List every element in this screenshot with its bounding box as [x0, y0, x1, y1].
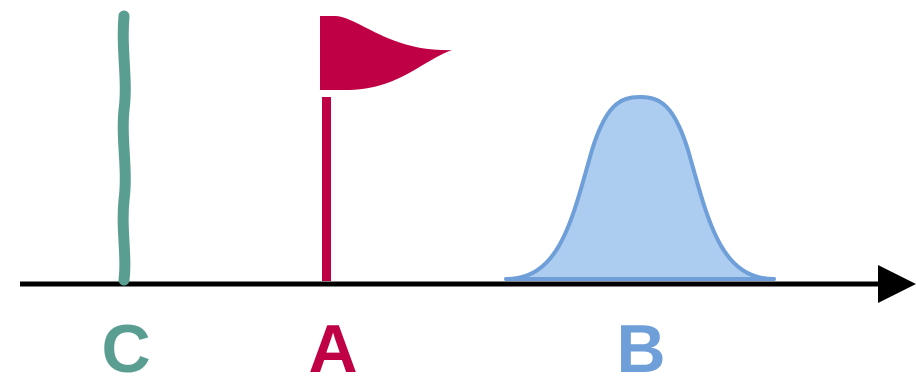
flag-pole [322, 97, 331, 281]
label-c: C [101, 311, 150, 378]
marker-a-flag [320, 16, 452, 281]
label-a: A [308, 311, 357, 378]
marker-b-bell-curve [504, 95, 776, 281]
marker-c-line [117, 10, 131, 286]
axis-arrowhead [878, 265, 916, 303]
label-b: B [616, 311, 665, 378]
flag-banner [320, 16, 452, 90]
